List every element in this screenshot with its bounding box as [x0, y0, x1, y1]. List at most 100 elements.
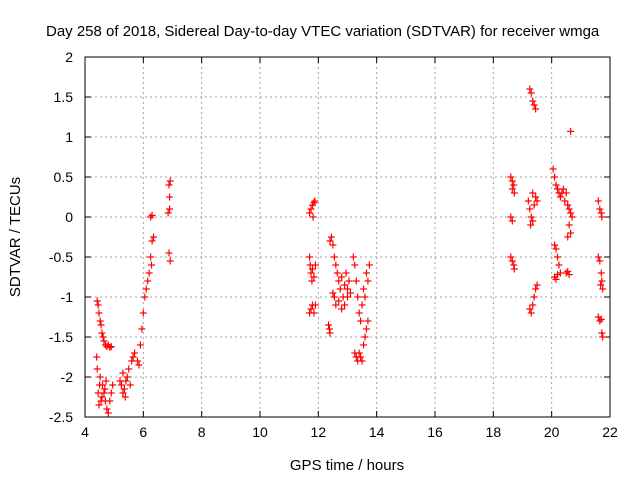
- x-tick-label: 12: [311, 424, 327, 440]
- data-series: [93, 85, 607, 417]
- data-point: [532, 193, 540, 201]
- data-point: [508, 257, 516, 265]
- data-point: [338, 305, 346, 313]
- data-point: [96, 317, 104, 325]
- data-point: [507, 213, 515, 221]
- data-point: [552, 245, 560, 253]
- data-point: [594, 197, 602, 205]
- data-point: [526, 85, 534, 93]
- data-point: [98, 393, 106, 401]
- data-point: [551, 173, 559, 181]
- data-point: [117, 381, 125, 389]
- data-point: [148, 261, 155, 269]
- data-point: [141, 293, 149, 301]
- data-point: [96, 373, 104, 381]
- data-point: [510, 265, 518, 273]
- data-point: [362, 325, 370, 333]
- data-point: [329, 241, 337, 249]
- data-point: [598, 277, 606, 285]
- data-point: [166, 177, 174, 185]
- data-point: [104, 409, 112, 417]
- data-point: [559, 185, 567, 193]
- data-point: [568, 213, 576, 221]
- y-tick-label: -2.5: [49, 409, 73, 425]
- data-point: [554, 271, 561, 279]
- data-point: [306, 209, 314, 217]
- y-axis: -2.5 -2 -1.5 -1 -0.5 0 0.5 1 1.5 2: [49, 49, 610, 425]
- data-point: [107, 343, 115, 351]
- grid: [85, 57, 610, 417]
- data-point: [102, 377, 110, 385]
- data-point: [341, 301, 349, 309]
- data-point: [564, 233, 572, 241]
- data-point: [147, 253, 155, 261]
- data-point: [597, 269, 605, 277]
- data-point: [342, 269, 350, 277]
- data-point: [345, 277, 353, 285]
- data-point: [533, 281, 541, 289]
- y-tick-label: 2: [65, 49, 73, 65]
- data-point: [508, 217, 516, 225]
- data-point: [311, 197, 319, 205]
- data-point: [565, 205, 573, 213]
- data-point: [95, 401, 103, 409]
- y-tick-label: 1.5: [54, 89, 74, 105]
- data-point: [344, 293, 351, 301]
- data-point: [106, 343, 114, 351]
- data-point: [119, 369, 127, 377]
- y-tick-label: 0: [65, 209, 73, 225]
- data-point: [307, 305, 315, 313]
- data-point: [121, 393, 129, 401]
- data-point: [333, 269, 341, 277]
- data-point: [549, 165, 557, 173]
- data-point: [598, 213, 606, 221]
- data-point: [365, 261, 373, 269]
- data-point: [530, 101, 538, 109]
- data-point: [358, 357, 366, 365]
- data-point: [567, 127, 575, 135]
- data-point: [552, 181, 560, 189]
- data-point: [165, 181, 173, 189]
- data-point: [330, 253, 338, 261]
- y-tick-label: 0.5: [54, 169, 74, 185]
- data-point: [527, 221, 535, 229]
- x-tick-label: 16: [427, 424, 443, 440]
- data-point: [106, 397, 114, 405]
- data-point: [335, 277, 343, 285]
- data-point: [138, 325, 146, 333]
- data-point: [122, 377, 130, 385]
- data-point: [309, 265, 316, 273]
- data-point: [311, 261, 319, 269]
- data-point: [527, 89, 535, 97]
- data-point: [150, 233, 158, 241]
- data-point: [131, 349, 139, 357]
- data-point: [101, 385, 109, 393]
- data-point: [552, 275, 560, 283]
- data-point: [148, 211, 156, 219]
- data-point: [564, 267, 572, 275]
- x-tick-label: 6: [139, 424, 147, 440]
- y-tick-label: -2: [61, 369, 74, 385]
- x-tick-label: 10: [252, 424, 268, 440]
- y-tick-label: -0.5: [49, 249, 73, 265]
- data-point: [306, 253, 314, 261]
- data-point: [309, 213, 317, 221]
- data-point: [310, 309, 318, 317]
- data-point: [349, 253, 357, 261]
- data-point: [107, 389, 115, 397]
- data-point: [567, 229, 575, 237]
- data-point: [596, 317, 604, 325]
- data-point: [307, 205, 315, 213]
- data-point: [325, 325, 333, 333]
- data-point: [533, 197, 541, 205]
- data-point: [120, 385, 128, 393]
- data-point: [307, 269, 315, 277]
- chart-title: Day 258 of 2018, Sidereal Day-to-day VTE…: [46, 23, 600, 40]
- data-point: [361, 293, 369, 301]
- data-point: [97, 321, 105, 329]
- data-point: [109, 381, 117, 389]
- data-point: [599, 285, 607, 293]
- data-point: [100, 337, 108, 345]
- data-point: [360, 285, 368, 293]
